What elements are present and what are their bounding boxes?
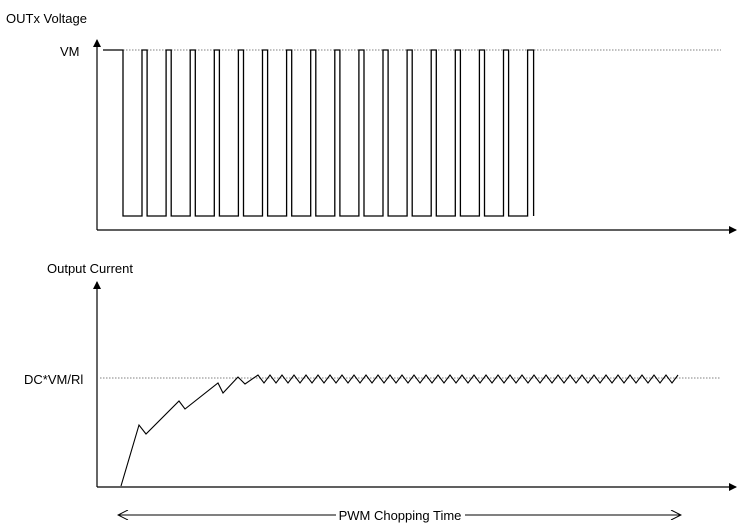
voltage-y-axis-label: OUTx Voltage (6, 11, 87, 26)
time-span: PWM Chopping Time (118, 508, 681, 523)
time-span-label: PWM Chopping Time (339, 508, 462, 523)
steady-state-level-label: DC*VM/Rl (24, 372, 83, 387)
current-plot: Output Current DC*VM/Rl (24, 261, 737, 491)
current-y-axis-label: Output Current (47, 261, 133, 276)
voltage-plot: OUTx Voltage VM (6, 11, 737, 234)
vm-level-label: VM (60, 44, 80, 59)
voltage-pwm-waveform (103, 49, 535, 217)
output-current-waveform (120, 374, 679, 487)
